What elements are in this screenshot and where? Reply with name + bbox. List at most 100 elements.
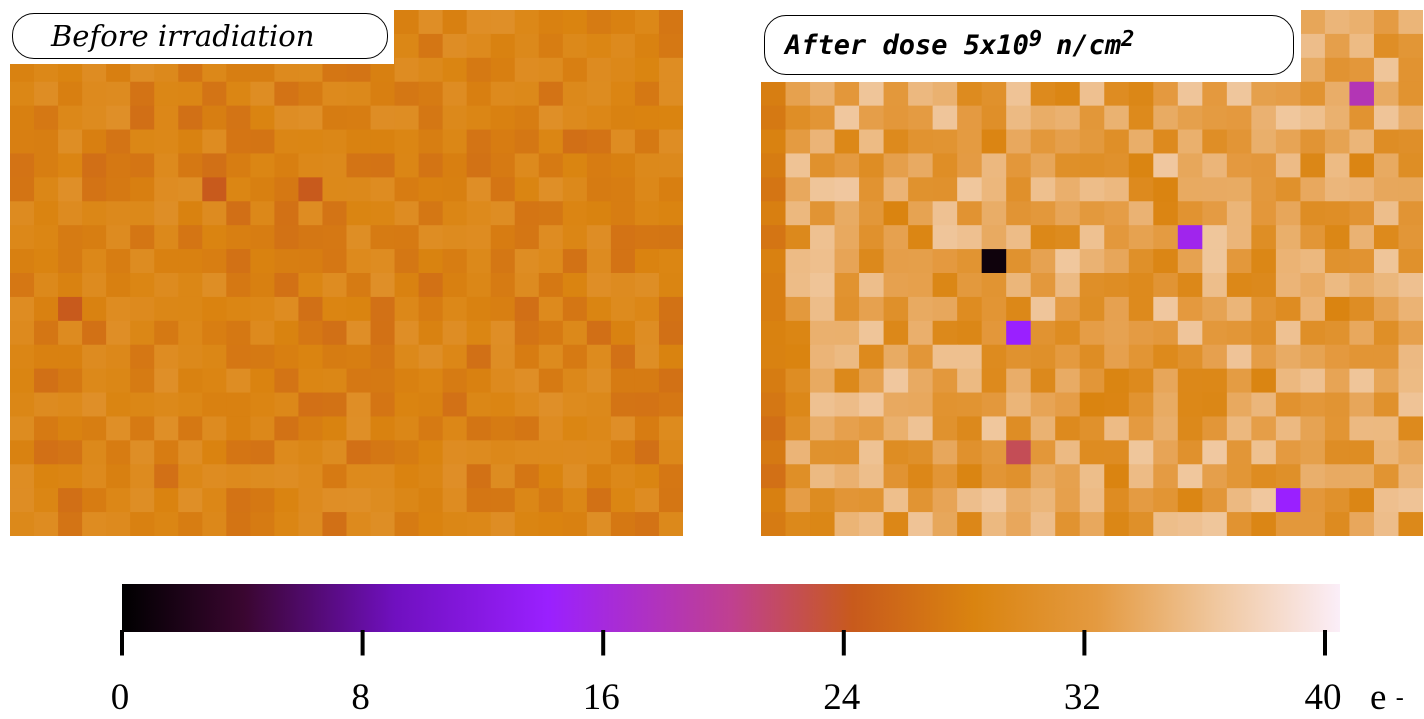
heatmap-pixel bbox=[908, 320, 934, 346]
heatmap-pixel bbox=[1398, 225, 1423, 250]
heatmap-pixel bbox=[1128, 416, 1154, 441]
heatmap-pixel bbox=[1104, 81, 1130, 107]
heatmap-pixel bbox=[634, 129, 660, 155]
heatmap-pixel bbox=[58, 416, 83, 441]
heatmap-pixel bbox=[908, 201, 934, 226]
heatmap-pixel bbox=[610, 225, 636, 250]
heatmap-pixel bbox=[981, 273, 1007, 298]
heatmap-pixel bbox=[274, 464, 300, 489]
heatmap-pixel bbox=[1398, 368, 1423, 394]
heatmap-pixel bbox=[394, 344, 420, 370]
heatmap-pixel bbox=[1300, 512, 1326, 536]
heatmap-pixel bbox=[58, 81, 83, 107]
heatmap-pixel bbox=[1251, 105, 1277, 131]
heatmap-pixel bbox=[1251, 512, 1277, 536]
heatmap-pixel bbox=[298, 225, 324, 250]
heatmap-pixel bbox=[178, 81, 203, 107]
heatmap-pixel bbox=[322, 81, 348, 107]
heatmap-pixel bbox=[658, 368, 683, 394]
heatmap-pixel bbox=[298, 392, 324, 418]
heatmap-pixel bbox=[1398, 392, 1423, 418]
heatmap-pixel bbox=[130, 440, 155, 465]
heatmap-pixel bbox=[1104, 512, 1130, 536]
heatmap-pixel bbox=[298, 440, 324, 465]
heatmap-pixel bbox=[610, 344, 636, 370]
heatmap-pixel bbox=[1153, 344, 1179, 370]
heatmap-pixel bbox=[1226, 177, 1252, 202]
heatmap-pixel bbox=[130, 416, 155, 441]
heatmap-pixel bbox=[370, 105, 396, 131]
heatmap-pixel bbox=[1398, 440, 1423, 465]
heatmap-pixel bbox=[250, 153, 275, 178]
heatmap-pixel bbox=[1251, 129, 1277, 155]
heatmap-pixel bbox=[1055, 201, 1081, 226]
heatmap-pixel bbox=[1202, 105, 1228, 131]
heatmap-pixel bbox=[58, 440, 83, 465]
heatmap-pixel bbox=[761, 81, 787, 107]
heatmap-pixel bbox=[1324, 512, 1351, 536]
heatmap-pixel bbox=[634, 57, 660, 83]
heatmap-pixel bbox=[538, 512, 564, 536]
heatmap-pixel bbox=[466, 225, 492, 250]
heatmap-pixel bbox=[1275, 153, 1302, 178]
heatmap-pixel bbox=[274, 488, 300, 513]
heatmap-pixel bbox=[1349, 296, 1375, 322]
heatmap-pixel bbox=[322, 440, 348, 465]
heatmap-pixel bbox=[908, 105, 934, 131]
heatmap-pixel bbox=[981, 440, 1007, 465]
heatmap-pixel bbox=[834, 464, 860, 489]
heatmap-pixel bbox=[761, 177, 787, 202]
heatmap-pixel bbox=[1128, 177, 1154, 202]
heatmap-pixel bbox=[810, 320, 836, 346]
colorbar-unit-label: e - bbox=[1370, 676, 1404, 719]
heatmap-pixel bbox=[859, 488, 885, 513]
heatmap-pixel bbox=[490, 57, 516, 83]
heatmap-pixel bbox=[859, 273, 885, 298]
heatmap-pixel bbox=[1177, 440, 1203, 465]
heatmap-pixel bbox=[514, 201, 540, 226]
heatmap-pixel bbox=[859, 464, 885, 489]
heatmap-pixel bbox=[1055, 416, 1081, 441]
heatmap-pixel bbox=[1006, 464, 1032, 489]
heatmap-pixel bbox=[761, 201, 787, 226]
heatmap-pixel bbox=[1079, 512, 1105, 536]
heatmap-pixel bbox=[932, 296, 958, 322]
heatmap-pixel bbox=[834, 177, 860, 202]
heatmap-pixel bbox=[1202, 177, 1228, 202]
heatmap-pixel bbox=[106, 129, 131, 155]
heatmap-pixel bbox=[883, 392, 909, 418]
heatmap-pixel bbox=[490, 105, 516, 131]
heatmap-pixel bbox=[1177, 512, 1203, 536]
heatmap-pixel bbox=[1177, 296, 1203, 322]
heatmap-pixel bbox=[1349, 416, 1375, 441]
heatmap-pixel bbox=[586, 105, 612, 131]
heatmap-pixel bbox=[58, 225, 83, 250]
heatmap-pixel bbox=[538, 249, 564, 274]
heatmap-pixel bbox=[514, 10, 540, 35]
heatmap-pixel bbox=[250, 129, 275, 155]
heatmap-pixel bbox=[586, 57, 612, 83]
heatmap-pixel bbox=[394, 201, 420, 226]
heatmap-pixel bbox=[634, 440, 660, 465]
heatmap-pixel bbox=[1079, 249, 1105, 274]
heatmap-pixel bbox=[538, 344, 564, 370]
heatmap-pixel bbox=[34, 225, 59, 250]
heatmap-pixel bbox=[1300, 464, 1326, 489]
heatmap-pixel bbox=[1373, 177, 1400, 202]
heatmap-pixel bbox=[1104, 392, 1130, 418]
heatmap-pixel bbox=[82, 440, 107, 465]
heatmap-pixel bbox=[346, 416, 372, 441]
heatmap-pixel bbox=[957, 177, 983, 202]
heatmap-pixel bbox=[1251, 440, 1277, 465]
heatmap-pixel bbox=[370, 392, 396, 418]
heatmap-pixel bbox=[1030, 296, 1056, 322]
heatmap-pixel bbox=[1030, 512, 1056, 536]
heatmap-pixel bbox=[466, 33, 492, 59]
heatmap-pixel bbox=[1324, 57, 1351, 83]
heatmap-pixel bbox=[658, 320, 683, 346]
heatmap-pixel bbox=[1177, 177, 1203, 202]
heatmap-pixel bbox=[932, 512, 958, 536]
heatmap-pixel bbox=[981, 464, 1007, 489]
heatmap-pixel bbox=[562, 249, 588, 274]
heatmap-pixel bbox=[586, 296, 612, 322]
